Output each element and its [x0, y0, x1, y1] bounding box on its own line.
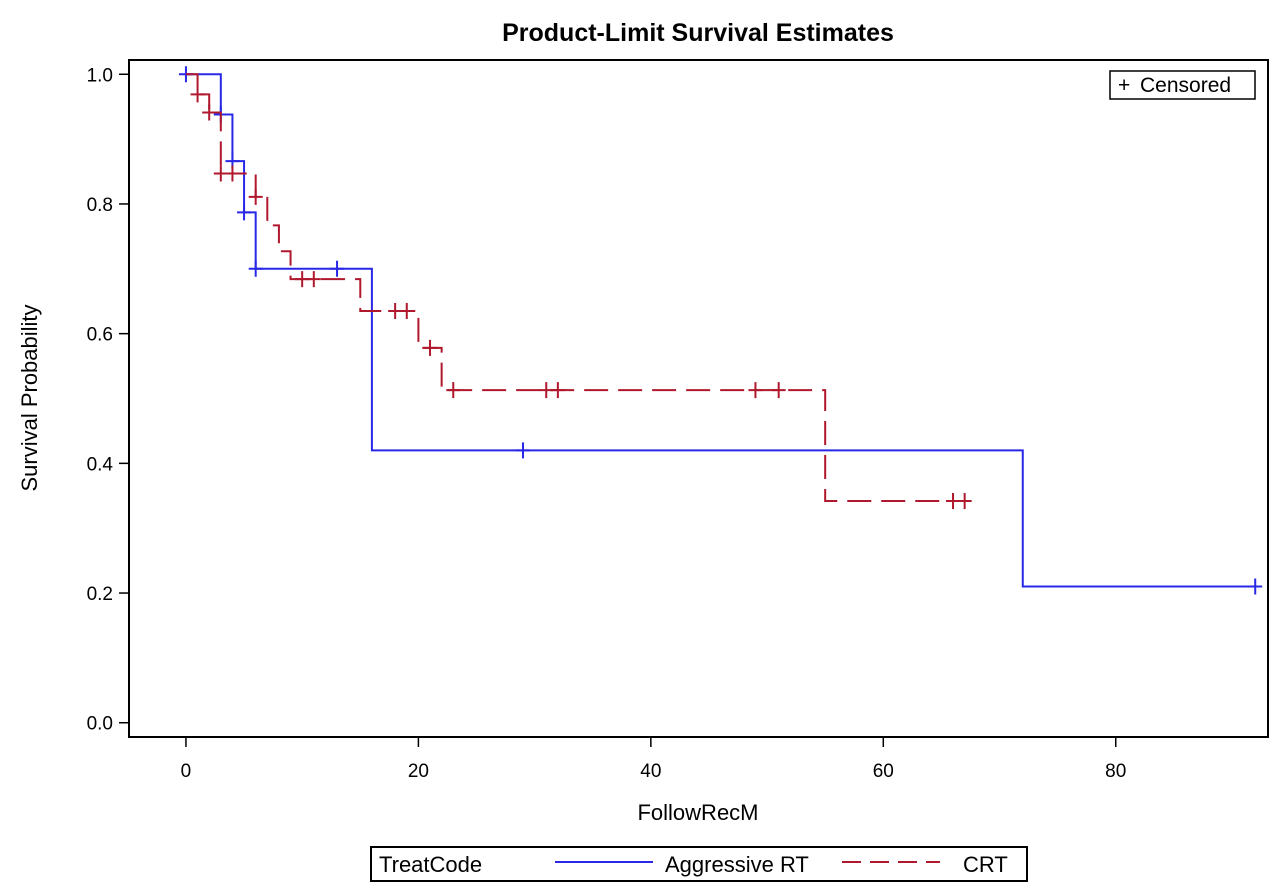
x-axis-label: FollowRecM [637, 800, 758, 825]
censor-mark [330, 260, 345, 277]
censored-legend: + Censored [1109, 70, 1256, 100]
censor-mark [202, 104, 217, 121]
y-tick-label: 1.0 [87, 65, 113, 86]
legend-title: TreatCode [379, 852, 482, 877]
y-tick-label: 0.6 [87, 325, 113, 346]
x-tick-label: 40 [640, 761, 661, 782]
y-axis: 0.0 0.2 0.4 0.6 0.8 1.0 [87, 65, 129, 735]
censor-mark [399, 302, 414, 319]
x-tick-label: 0 [181, 761, 192, 782]
censor-mark [748, 382, 763, 399]
y-tick-label: 0.2 [87, 584, 113, 605]
series-aggressive-rt [178, 66, 1263, 595]
series-crt [185, 73, 972, 509]
censor-mark [423, 339, 438, 356]
plot-frame [128, 59, 1269, 738]
censor-mark [225, 165, 240, 182]
y-tick-label: 0.8 [87, 195, 113, 216]
censored-legend-symbol: + [1118, 74, 1130, 97]
series-layer [178, 66, 1263, 595]
x-tick-label: 80 [1105, 761, 1126, 782]
survival-curve [185, 73, 965, 502]
censor-mark [248, 188, 263, 205]
x-axis: 0 20 40 60 80 [181, 737, 1126, 782]
censored-legend-box [1109, 70, 1256, 100]
y-axis-label: Survival Probability [17, 304, 42, 491]
y-tick-label: 0.0 [87, 714, 113, 735]
censor-mark [550, 382, 565, 399]
legend-box [370, 846, 1028, 882]
legend-label-crt: CRT [963, 852, 1008, 877]
censor-mark [957, 492, 972, 509]
censor-mark [306, 271, 321, 288]
censor-mark [516, 442, 531, 459]
chart-title: Product-Limit Survival Estimates [502, 19, 894, 47]
censor-mark [1248, 578, 1263, 595]
censored-legend-label: Censored [1140, 74, 1231, 97]
censor-mark [771, 382, 786, 399]
survival-curve [185, 73, 1256, 588]
censor-mark [237, 204, 252, 221]
censor-mark [190, 86, 205, 103]
censor-mark [446, 382, 461, 399]
censor-mark [248, 260, 263, 277]
y-tick-label: 0.4 [87, 454, 114, 475]
x-tick-label: 20 [408, 761, 429, 782]
legend: TreatCode Aggressive RT CRT [370, 846, 1028, 882]
legend-label-aggressive-rt: Aggressive RT [665, 852, 809, 877]
x-tick-label: 60 [873, 761, 894, 782]
